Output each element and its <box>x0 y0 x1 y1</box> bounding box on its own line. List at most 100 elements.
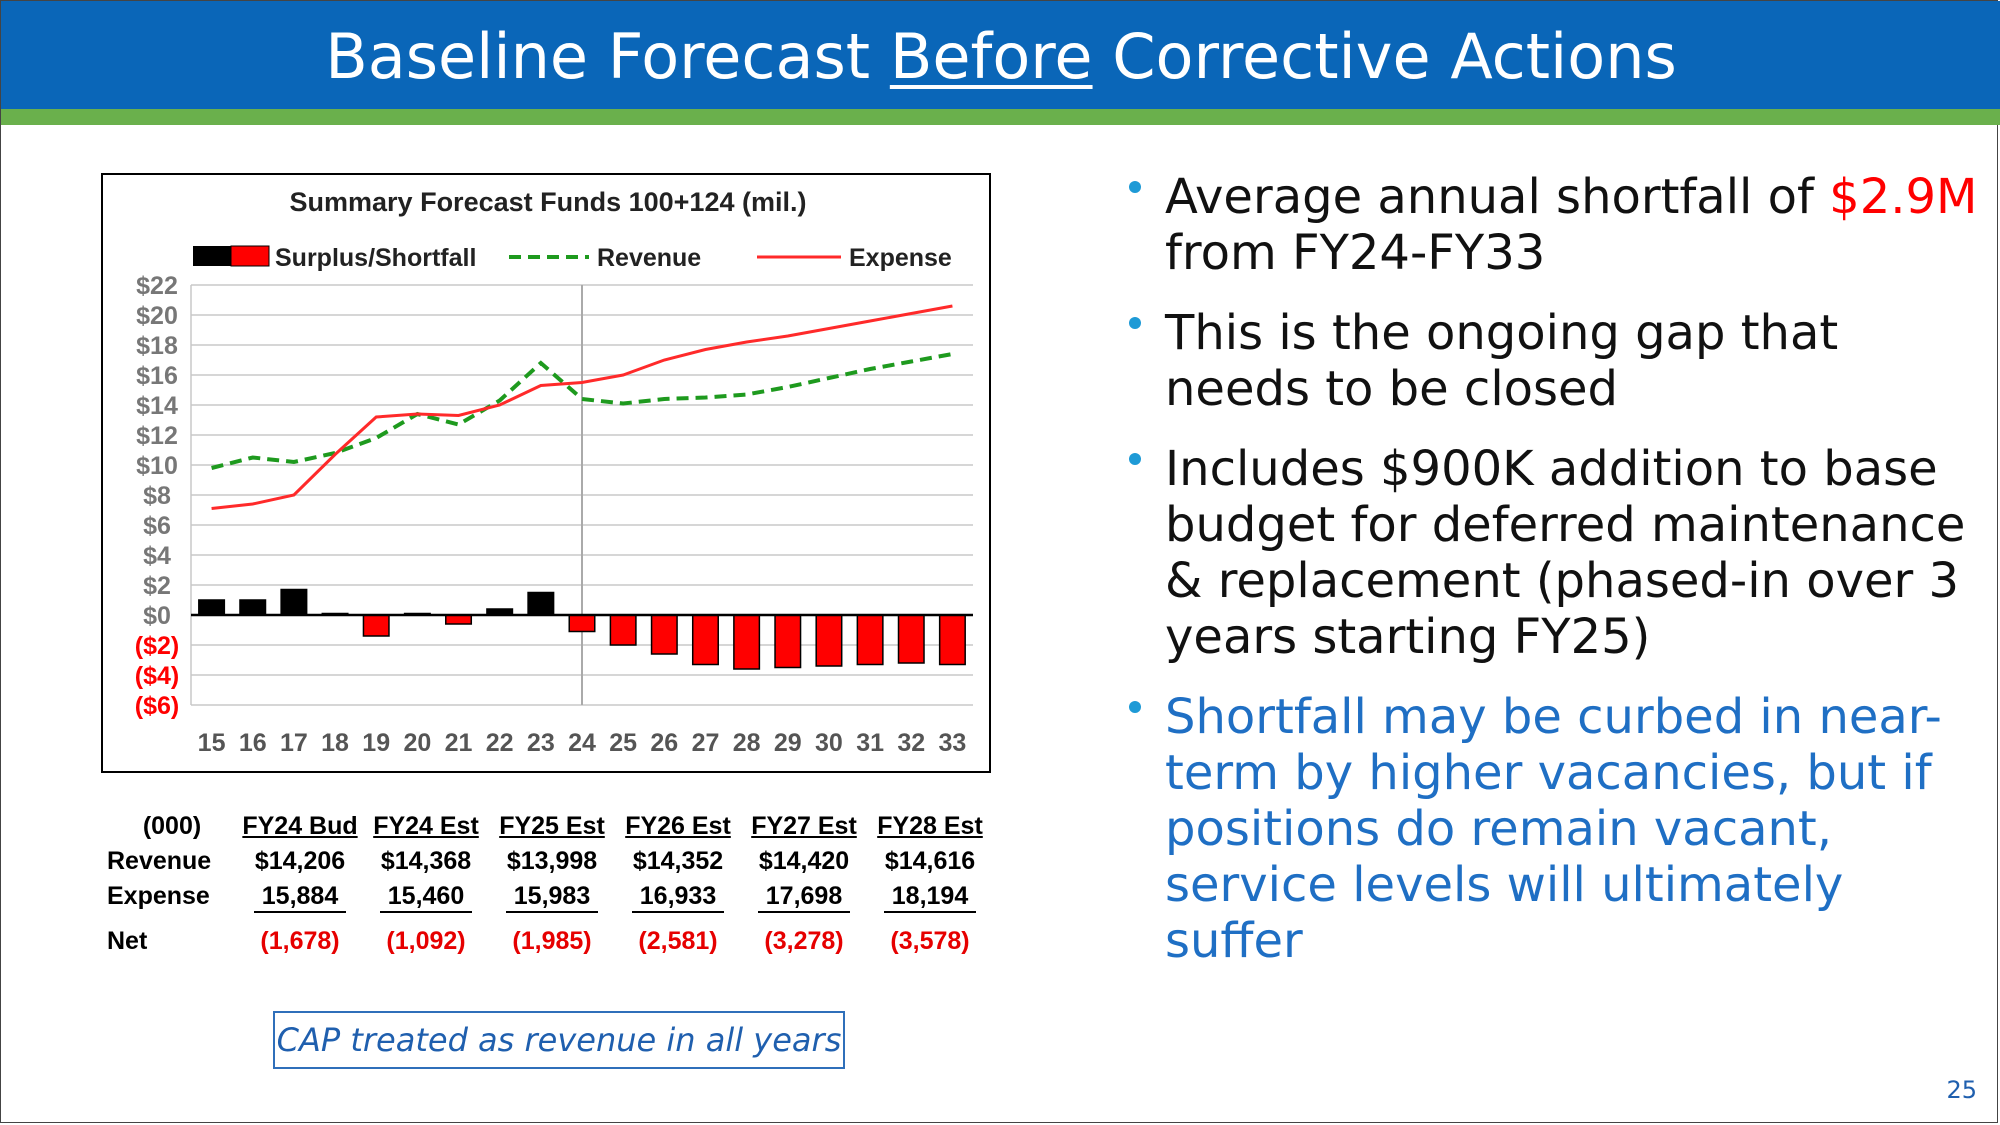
title-accent-stripe <box>1 109 2000 125</box>
table-cell: 18,194 <box>867 879 993 914</box>
surplus-shortfall-bar <box>445 614 473 625</box>
y-tick-label: $2 <box>143 572 171 600</box>
surplus-shortfall-bar <box>362 614 390 637</box>
slide-title: Baseline Forecast Before Corrective Acti… <box>1 17 2000 97</box>
title-bar <box>1 1 2000 109</box>
financial-summary-table: (000) FY24 Bud FY24 Est FY25 Est FY26 Es… <box>107 809 993 959</box>
cap-note-box: CAP treated as revenue in all years <box>273 1011 845 1069</box>
surplus-shortfall-bar <box>568 614 596 633</box>
surplus-shortfall-bar <box>239 599 267 616</box>
y-tick-label: ($4) <box>135 662 179 690</box>
x-tick-label: 17 <box>280 729 308 757</box>
column-header: FY27 Est <box>751 812 857 840</box>
table-cell: $14,368 <box>380 847 472 875</box>
surplus-shortfall-bar <box>280 588 308 616</box>
x-tick-label: 26 <box>650 729 678 757</box>
bullet-text: Shortfall may be curbed in near-term by … <box>1165 689 1942 969</box>
table-cell: (1,092) <box>386 927 466 955</box>
x-tick-label: 27 <box>692 729 720 757</box>
table-header-row: (000) FY24 Bud FY24 Est FY25 Est FY26 Es… <box>107 809 993 844</box>
x-tick-label: 15 <box>198 729 226 757</box>
y-tick-label: $16 <box>136 362 178 390</box>
surplus-shortfall-bar <box>198 599 226 616</box>
title-text-after: Corrective Actions <box>1092 20 1677 93</box>
y-tick-label: $12 <box>136 422 178 450</box>
bullet-item: Includes $900K addition to base budget f… <box>1129 441 1989 665</box>
surplus-shortfall-bar <box>733 614 761 670</box>
table-cell: $14,206 <box>254 847 346 875</box>
y-tick-label: $6 <box>143 512 171 540</box>
table-cell: 15,884 <box>237 879 363 914</box>
surplus-shortfall-bar <box>815 614 843 667</box>
page-number: 25 <box>1946 1076 1977 1104</box>
cell-value: 15,884 <box>253 881 347 913</box>
column-header: FY28 Est <box>877 812 983 840</box>
bullet-item: This is the ongoing gap that needs to be… <box>1129 305 1989 417</box>
bullet-list: Average annual shortfall of $2.9M from F… <box>1129 169 1989 993</box>
table-cell: 16,933 <box>615 879 741 914</box>
table-cell: $13,998 <box>506 847 598 875</box>
table-cell: $14,420 <box>758 847 850 875</box>
bullet-dot-icon <box>1129 453 1141 465</box>
chart-svg: $22$20$18$16$14$12$10$8$6$4$2$0($2)($4)(… <box>135 244 973 757</box>
y-tick-label: $14 <box>136 392 178 420</box>
table-cell: (1,678) <box>260 927 340 955</box>
row-label: Expense <box>107 882 210 910</box>
row-label: Net <box>107 927 148 955</box>
y-tick-label: ($6) <box>135 692 179 720</box>
surplus-shortfall-bar <box>527 591 555 616</box>
bullet-dot-icon <box>1129 181 1141 193</box>
x-tick-label: 21 <box>445 729 473 757</box>
table-cell: (1,985) <box>512 927 592 955</box>
column-header: FY25 Est <box>499 812 605 840</box>
column-header: FY26 Est <box>625 812 731 840</box>
bullet-text: Average annual shortfall of <box>1165 169 1830 225</box>
table-cell: 15,983 <box>489 879 615 914</box>
x-tick-label: 24 <box>568 729 596 757</box>
legend-swatch-surplus <box>193 246 231 266</box>
title-text-before: Baseline Forecast <box>325 20 890 93</box>
surplus-shortfall-bar <box>691 614 719 666</box>
table-cell: 17,698 <box>741 879 867 914</box>
column-header: FY24 Est <box>373 812 479 840</box>
surplus-shortfall-bar <box>938 614 966 666</box>
bullet-dot-icon <box>1129 317 1141 329</box>
surplus-shortfall-bar <box>856 614 884 666</box>
bullet-item: Average annual shortfall of $2.9M from F… <box>1129 169 1989 281</box>
x-tick-label: 23 <box>527 729 555 757</box>
table-row-net: Net (1,678) (1,092) (1,985) (2,581) (3,2… <box>107 914 993 959</box>
legend-label-revenue: Revenue <box>597 244 701 272</box>
table-unit-label: (000) <box>142 812 202 840</box>
cell-value: 15,460 <box>379 881 473 913</box>
title-text-underlined: Before <box>889 20 1093 93</box>
bullet-text: Includes $900K addition to base budget f… <box>1165 441 1966 665</box>
x-tick-label: 22 <box>486 729 514 757</box>
column-header: FY24 Bud <box>242 812 358 840</box>
bullet-dot-icon <box>1129 701 1141 713</box>
x-tick-label: 32 <box>897 729 925 757</box>
x-tick-label: 16 <box>239 729 267 757</box>
surplus-shortfall-bar <box>774 614 802 669</box>
table-cell: (3,278) <box>764 927 844 955</box>
surplus-shortfall-bar <box>609 614 637 646</box>
y-tick-label: $0 <box>143 602 171 630</box>
bullet-text: This is the ongoing gap that needs to be… <box>1165 305 1839 417</box>
row-label: Revenue <box>107 847 212 875</box>
legend-label-expense: Expense <box>849 244 952 272</box>
y-tick-label: $20 <box>136 302 178 330</box>
forecast-chart: $22 $20 $18 $16 $14 $12 $10 $8 $6 $4 $2 $0 ($2) ($4)(… <box>101 173 991 773</box>
bullet-item: Shortfall may be curbed in near-term by … <box>1129 689 1989 969</box>
bullet-text: from FY24-FY33 <box>1165 225 1546 281</box>
expense-series-line <box>211 304 953 510</box>
legend-label-surplus-shortfall: Surplus/Shortfall <box>275 244 476 272</box>
table-cell: $14,352 <box>632 847 724 875</box>
table-cell: 15,460 <box>363 879 489 914</box>
y-tick-label: ($2) <box>135 632 179 660</box>
x-tick-label: 33 <box>939 729 967 757</box>
table-cell: (2,581) <box>638 927 718 955</box>
x-tick-label: 18 <box>321 729 349 757</box>
y-tick-label: $4 <box>143 542 171 570</box>
x-tick-label: 28 <box>733 729 761 757</box>
table-row-expense: Expense 15,884 15,460 15,983 16,933 17,6… <box>107 879 993 914</box>
